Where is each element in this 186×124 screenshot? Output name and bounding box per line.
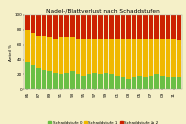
Bar — [42, 36, 46, 70]
Bar — [149, 15, 153, 39]
Bar — [160, 15, 165, 39]
Bar — [59, 74, 63, 89]
Bar — [36, 68, 41, 89]
Bar — [25, 15, 30, 30]
Bar — [143, 39, 148, 77]
Bar — [132, 15, 137, 39]
Bar — [87, 39, 92, 74]
Bar — [64, 37, 69, 73]
Bar — [121, 77, 125, 89]
Bar — [59, 15, 63, 37]
Bar — [109, 39, 114, 74]
Bar — [109, 15, 114, 39]
Bar — [115, 15, 120, 39]
Bar — [70, 71, 75, 89]
Bar — [132, 39, 137, 77]
Bar — [76, 15, 80, 39]
Bar — [121, 39, 125, 77]
Bar — [81, 39, 86, 76]
Bar — [166, 39, 170, 77]
Bar — [47, 37, 52, 71]
Bar — [81, 15, 86, 39]
Bar — [98, 15, 103, 39]
Bar — [47, 71, 52, 89]
Bar — [109, 74, 114, 89]
Bar — [126, 79, 131, 89]
Bar — [87, 15, 92, 39]
Bar — [115, 39, 120, 76]
Bar — [137, 76, 142, 89]
Bar — [70, 15, 75, 37]
Bar — [166, 15, 170, 39]
Bar — [92, 73, 97, 89]
Bar — [104, 15, 108, 39]
Bar — [70, 37, 75, 71]
Bar — [166, 77, 170, 89]
Bar — [104, 39, 108, 73]
Bar — [160, 76, 165, 89]
Bar — [31, 15, 35, 33]
Bar — [121, 15, 125, 39]
Bar — [132, 77, 137, 89]
Bar — [76, 39, 80, 74]
Bar — [25, 62, 30, 89]
Bar — [149, 76, 153, 89]
Bar — [92, 39, 97, 73]
Bar — [36, 15, 41, 36]
Bar — [31, 65, 35, 89]
Bar — [64, 73, 69, 89]
Y-axis label: Anteil %: Anteil % — [9, 44, 13, 61]
Bar — [104, 73, 108, 89]
Bar — [25, 30, 30, 62]
Bar — [87, 74, 92, 89]
Bar — [64, 15, 69, 37]
Bar — [42, 70, 46, 89]
Bar — [126, 39, 131, 79]
Bar — [126, 15, 131, 39]
Bar — [98, 39, 103, 74]
Bar — [171, 15, 176, 39]
Bar — [177, 15, 182, 40]
Bar — [92, 15, 97, 39]
Bar — [154, 39, 159, 74]
Bar — [47, 15, 52, 37]
Title: Nadel-/Blattverlust nach Schaddstufen: Nadel-/Blattverlust nach Schaddstufen — [46, 9, 160, 14]
Bar — [160, 39, 165, 76]
Legend: Schaddstufe 0, Schaddstufe 1, Schaddstufe ≥ 2: Schaddstufe 0, Schaddstufe 1, Schaddstuf… — [46, 120, 160, 124]
Bar — [171, 39, 176, 77]
Bar — [154, 15, 159, 39]
Bar — [143, 77, 148, 89]
Bar — [115, 76, 120, 89]
Bar — [53, 15, 58, 39]
Bar — [53, 39, 58, 73]
Bar — [171, 77, 176, 89]
Bar — [98, 74, 103, 89]
Bar — [143, 15, 148, 39]
Bar — [177, 40, 182, 77]
Bar — [137, 15, 142, 39]
Bar — [137, 39, 142, 76]
Bar — [53, 73, 58, 89]
Bar — [154, 74, 159, 89]
Bar — [177, 77, 182, 89]
Bar — [42, 15, 46, 36]
Bar — [149, 39, 153, 76]
Bar — [59, 37, 63, 74]
Bar — [81, 76, 86, 89]
Bar — [36, 36, 41, 68]
Bar — [76, 74, 80, 89]
Bar — [31, 33, 35, 65]
